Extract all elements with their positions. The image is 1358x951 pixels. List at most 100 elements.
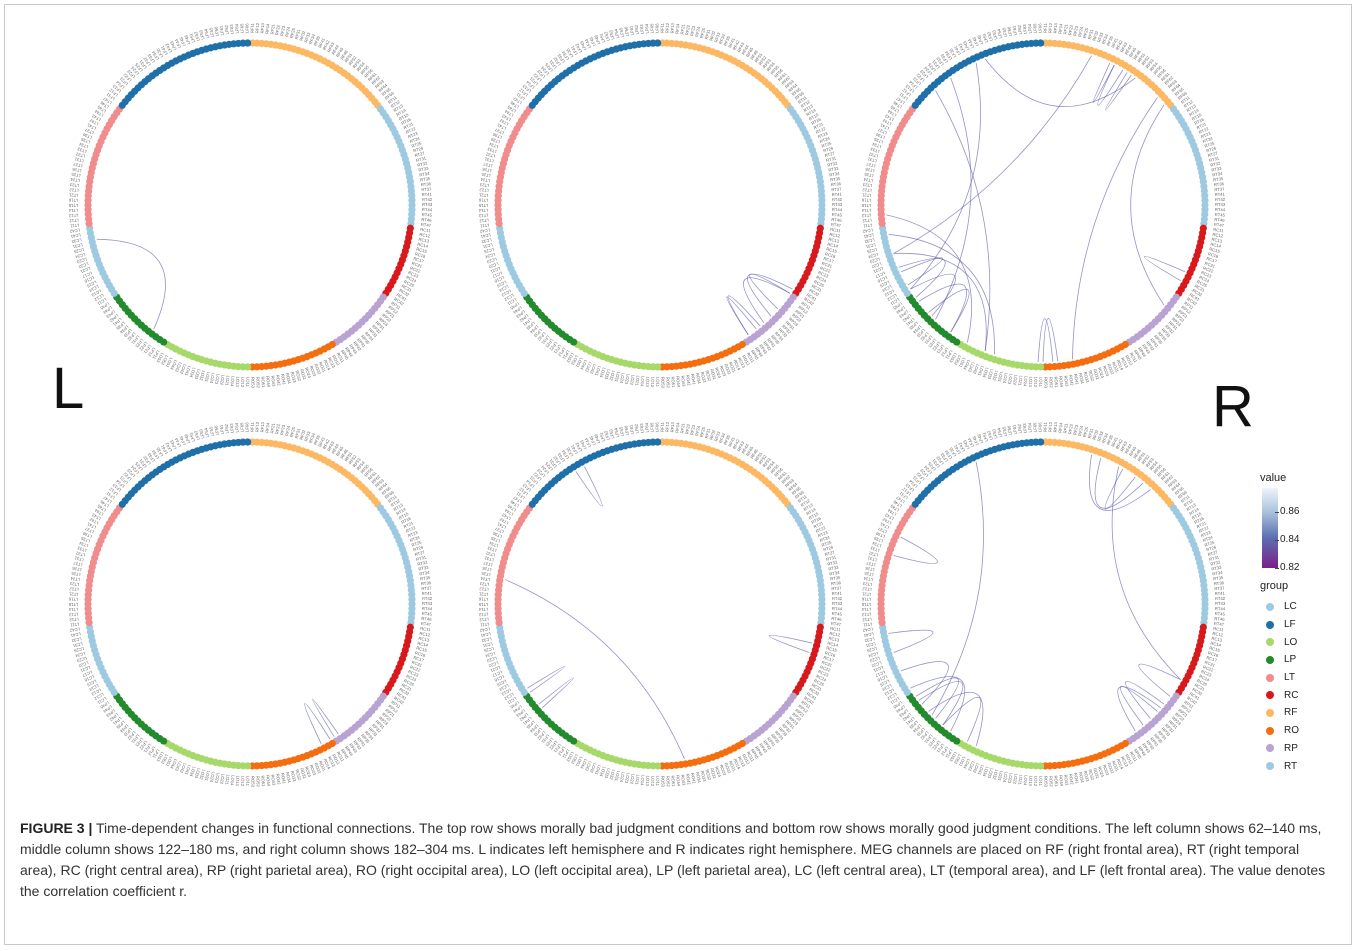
channel-label: LP41 [522,317,533,328]
channel-label: RC15 [826,246,838,254]
channel-label: LF42 [164,42,173,53]
channel-label: LT14 [861,208,871,213]
channel-label: LP31 [540,335,551,346]
channel-label: LC21 [79,266,91,275]
channel-label: RO34 [1078,771,1085,783]
channel-label: LF55 [1001,426,1008,437]
channel-label: LF43 [962,40,971,51]
connection-link [769,634,813,653]
channel-label: RF54 [1149,460,1160,472]
channel-label: LF25 [927,62,937,73]
connection-link [1089,454,1151,511]
channel-label: LF64 [644,23,650,34]
channel-label: RO11 [746,352,756,364]
channel-label: LT16 [861,597,871,602]
channel-label: LC16 [876,674,888,683]
channel-label: LF11 [898,490,909,500]
channel-label: LT22 [862,586,872,592]
channel-label: LP41 [905,317,916,328]
channel-label: LO14 [229,376,235,387]
group-color-dot [1266,638,1274,647]
channel-label: LO11 [1038,776,1043,787]
channel-label: RO53 [250,377,255,389]
channel-label: RC21 [1204,660,1216,669]
connection-link [915,677,960,719]
channel-label: RT14 [805,107,817,117]
channel-label: RO43 [1063,774,1069,786]
channel-label: RF55 [1152,64,1163,76]
channel-label: LT15 [478,602,488,607]
channel-label: LO13 [1028,775,1034,786]
connection-link [1111,466,1181,680]
channel-label: LF61 [218,25,225,36]
channel-label: RO12 [1124,753,1134,766]
channel-label: RO32 [1087,370,1095,383]
channel-label: RP44 [1137,745,1147,757]
channel-label: RC17 [823,655,835,663]
channel-label: LC25 [483,247,495,255]
channel-label: LC15 [495,679,507,688]
channel-label: RT16 [810,515,822,525]
channel-label: LO42 [179,762,188,774]
channel-label: RC42 [1186,296,1198,306]
channel-label: RC14 [417,640,429,647]
channel-label: LT47 [102,96,113,106]
channel-label: LP42 [901,712,912,723]
group-color-dot [1266,673,1274,682]
group-color-dot [1266,708,1274,717]
channel-label: RC21 [411,660,423,669]
channel-label: LF43 [169,439,178,450]
channel-label: LT21 [68,591,78,597]
connection-link [1104,468,1136,510]
channel-label: LT45 [889,104,900,114]
channel-label: LP21 [142,344,152,355]
channel-label: LC23 [76,656,88,664]
channel-label: LF65 [649,422,654,432]
channel-label: LP43 [105,309,116,319]
channel-label: LF35 [948,47,957,58]
channel-label: LT14 [478,208,488,213]
channel-label: LT11 [479,622,489,628]
channel-label: RT34 [419,570,431,577]
channel-label: RT27 [824,549,836,557]
channel-label: RP23 [1171,715,1183,726]
channel-label: LP42 [518,313,529,324]
channel-label: LT36 [875,132,886,140]
channel-label: RT11 [1180,494,1191,504]
channel-label: LF52 [986,30,994,41]
channel-label: LP22 [931,740,941,751]
channel-label: RO51 [1053,376,1059,388]
channel-label: LT46 [509,100,520,110]
channel-label: RC25 [1196,279,1208,289]
channel-label: RP12 [1180,704,1192,715]
channel-label: LF42 [574,441,583,452]
channel-label: RT13 [1186,502,1198,512]
channel-label: RO11 [336,352,346,364]
channel-label: RO13 [1120,756,1130,769]
colorbar-gradient [1262,488,1278,568]
channel-label: RP21 [794,708,806,719]
channel-label: LO42 [589,363,598,375]
channel-node [1037,438,1045,446]
channel-label: LC14 [498,284,510,293]
channel-label: LO23 [1007,374,1014,386]
channel-label: RP33 [777,327,788,339]
channel-label: LT33 [486,545,497,553]
channel-label: LO44 [962,359,971,371]
channel-label: RF45 [335,445,345,457]
channel-label: LP45 [99,301,110,311]
channel-label: LC42 [862,228,873,234]
channel-label: RF11 [660,421,665,432]
channel-label: LT33 [486,146,497,154]
channel-label: RF32 [299,429,307,441]
channel-label: LC24 [867,252,879,260]
channel-label: RP34 [774,331,785,343]
channel-label: LC16 [493,674,505,683]
channel-label: LC25 [73,646,85,654]
channel-label: LC12 [886,692,898,702]
channel-label: RF62 [370,75,381,86]
channel-label: LO31 [614,770,621,782]
channel-label: RP34 [1157,730,1168,742]
channel-label: LF33 [556,452,566,463]
channel-label: LO11 [245,776,250,787]
